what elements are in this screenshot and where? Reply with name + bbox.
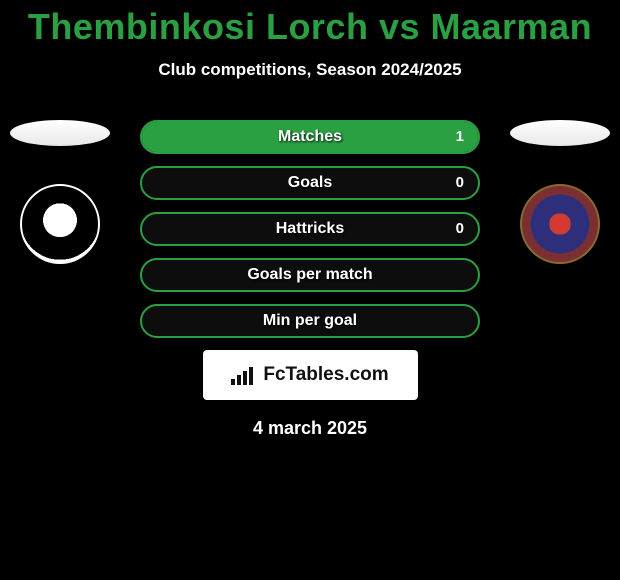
stat-right-value: 1	[456, 122, 464, 152]
stat-row-goals: Goals 0	[140, 166, 480, 200]
player-right-oval	[510, 120, 610, 146]
stat-right-value: 0	[456, 214, 464, 244]
club-logo-right	[520, 184, 600, 264]
stat-label: Hattricks	[142, 214, 478, 244]
stats-list: Matches 1 Goals 0 Hattricks 0 Goals per …	[140, 120, 480, 338]
stat-label: Goals per match	[142, 260, 478, 290]
page-title: Thembinkosi Lorch vs Maarman	[0, 0, 620, 48]
stat-label: Goals	[142, 168, 478, 198]
comparison-content: ☠ Matches 1 Goals 0 Hattricks 0 Goals pe…	[0, 120, 620, 439]
stat-row-goals-per-match: Goals per match	[140, 258, 480, 292]
stat-row-hattricks: Hattricks 0	[140, 212, 480, 246]
stat-row-min-per-goal: Min per goal	[140, 304, 480, 338]
stat-label: Min per goal	[142, 306, 478, 336]
stat-row-matches: Matches 1	[140, 120, 480, 154]
fctables-badge[interactable]: FcTables.com	[203, 350, 418, 400]
stat-label: Matches	[142, 122, 478, 152]
subtitle: Club competitions, Season 2024/2025	[0, 60, 620, 80]
stat-right-value: 0	[456, 168, 464, 198]
chippa-icon	[522, 186, 598, 262]
date-label: 4 march 2025	[0, 418, 620, 439]
pirates-icon: ☠	[22, 186, 98, 262]
player-left-oval	[10, 120, 110, 146]
bar-chart-icon	[231, 365, 257, 385]
club-logo-left: ☠	[20, 184, 100, 264]
fctables-label: FcTables.com	[263, 364, 388, 386]
